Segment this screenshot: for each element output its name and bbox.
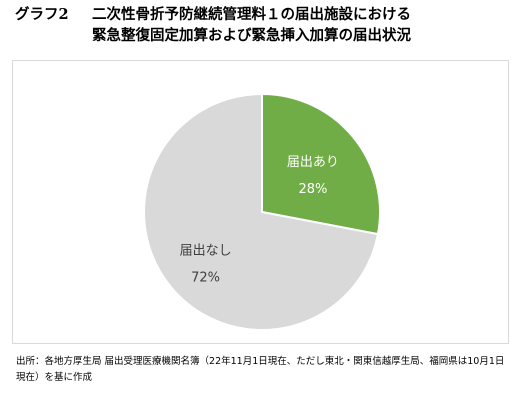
- pie-chart: 届出あり 28% 届出なし 72%: [143, 92, 381, 331]
- slice-value-2: 72%: [191, 271, 220, 286]
- pie-slice-1: [261, 92, 381, 236]
- slice-value-1: 28%: [298, 182, 327, 197]
- slice-label-2: 届出なし: [180, 244, 232, 259]
- pie-slice-2: [143, 92, 380, 331]
- source-note: 出所：各地方厚生局 届出受理医療機関名簿（22年11月1日現在、ただし東北・関東…: [16, 356, 505, 383]
- figure-label: グラフ2: [15, 6, 69, 23]
- title-line-1: グラフ2 二次性骨折予防継続管理料１の届出施設における: [15, 4, 515, 25]
- title-line-2: 緊急整復固定加算および緊急挿入加算の届出状況: [92, 27, 411, 44]
- slice-label-1: 届出あり: [287, 155, 339, 170]
- title-text-1: 二次性骨折予防継続管理料１の届出施設における: [92, 6, 411, 23]
- chart-area: 届出あり 28% 届出なし 72%: [12, 60, 509, 344]
- chart-title: グラフ2 二次性骨折予防継続管理料１の届出施設における 緊急整復固定加算および緊急…: [15, 4, 515, 46]
